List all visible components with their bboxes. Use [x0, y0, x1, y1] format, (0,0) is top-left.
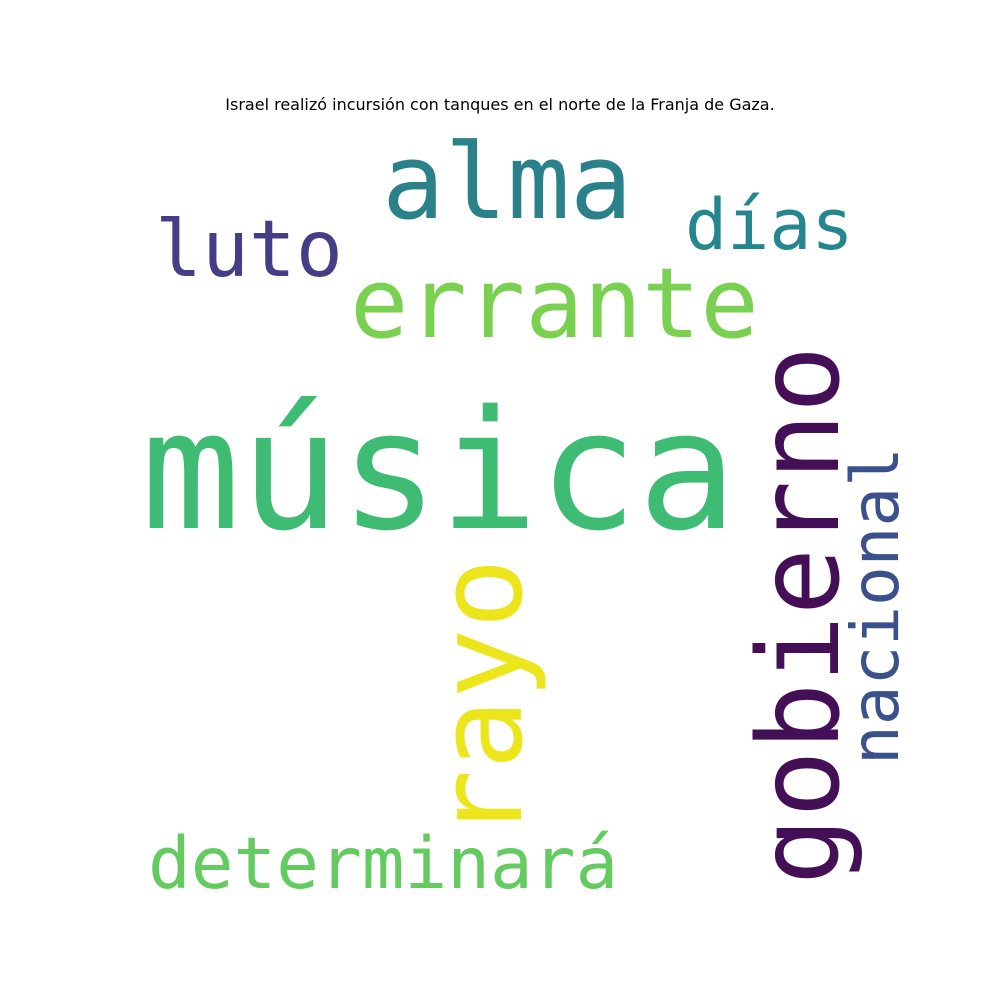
word-rayo: rayo: [412, 558, 549, 840]
word-musica: música: [141, 375, 737, 567]
word-errante: errante: [350, 247, 759, 360]
word-dias: días: [685, 184, 854, 266]
page-title: Israel realizó incursión con tanques en …: [225, 95, 775, 114]
word-determinara: determinará: [148, 822, 618, 905]
word-alma: alma: [382, 121, 632, 243]
word-gobierno: gobierno: [735, 346, 865, 885]
word-nacional: nacional: [837, 447, 914, 765]
word-luto: luto: [155, 205, 343, 295]
